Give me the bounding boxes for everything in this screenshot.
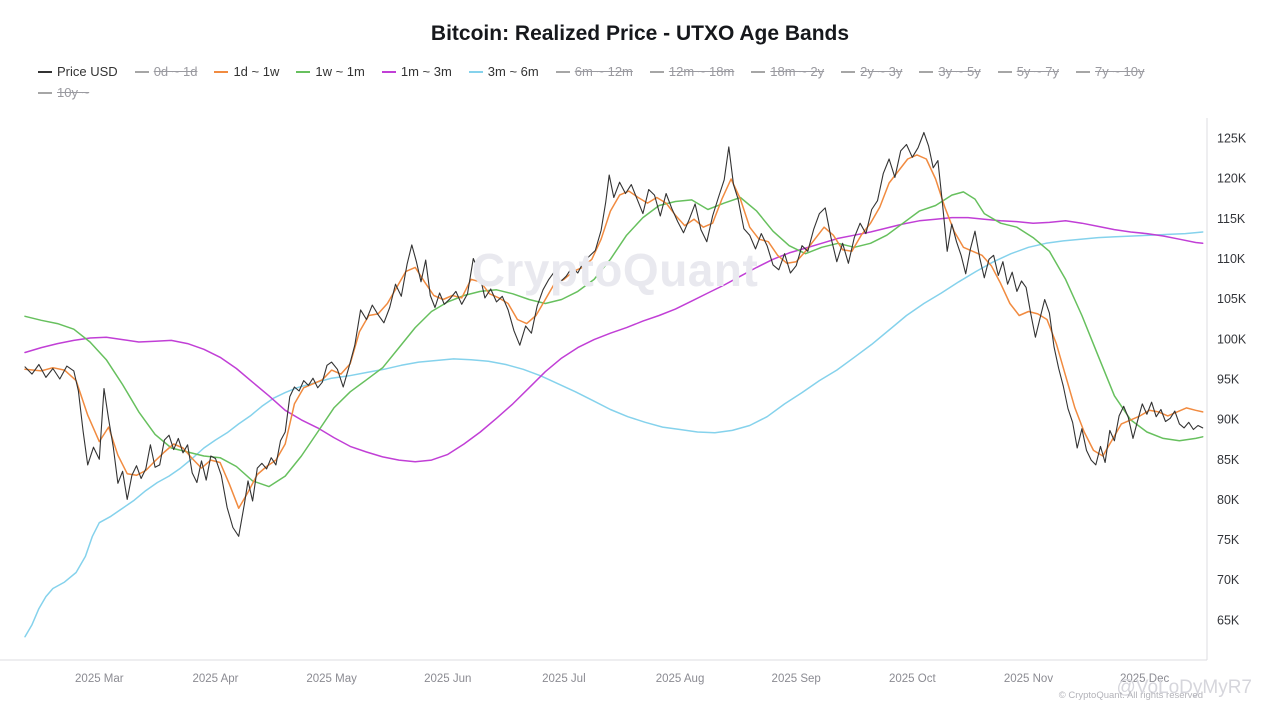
legend-line-swatch <box>38 91 52 94</box>
x-tick-label: 2025 Mar <box>75 673 124 685</box>
legend-item-12m-18m[interactable]: 12m ~ 18m <box>649 61 735 82</box>
chart-title: Bitcoin: Realized Price - UTXO Age Bands <box>430 22 850 45</box>
y-tick-label: 100K <box>1217 332 1247 346</box>
y-tick-label: 85K <box>1217 453 1240 467</box>
legend-item-7y-10y[interactable]: 7y ~ 10y <box>1075 61 1145 82</box>
legend-item-6m-12m[interactable]: 6m ~ 12m <box>555 61 633 82</box>
legend-line-swatch <box>214 70 229 73</box>
legend-item-label: 0d ~ 1d <box>153 64 198 79</box>
y-tick-label: 65K <box>1217 613 1240 627</box>
y-tick-label: 125K <box>1217 132 1247 146</box>
legend-item-3m-6m[interactable]: 3m ~ 6m <box>468 61 539 82</box>
legend-item-3y-5y[interactable]: 3y ~ 5y <box>919 61 981 82</box>
legend: Price USD 0d ~ 1d 1d ~ 1w 1w ~ 1m 1m ~ 3m 3m … <box>38 61 1188 103</box>
legend-line-swatch <box>649 70 664 73</box>
series-line-1w-1m <box>24 191 1204 488</box>
y-tick-label: 115K <box>1217 212 1246 226</box>
x-tick-label: 2025 Nov <box>1004 673 1053 685</box>
legend-item-label: 18m ~ 2y <box>770 64 825 79</box>
x-tick-label: 2025 Dec <box>1120 673 1169 685</box>
series-line-3m-6m <box>24 231 1204 638</box>
legend-item-label: Price USD <box>57 64 118 79</box>
x-tick-label: 2025 Jul <box>542 673 585 685</box>
x-tick-label: 2025 Jun <box>424 673 471 685</box>
x-tick-label: 2025 Oct <box>889 673 936 685</box>
y-tick-label: 105K <box>1217 292 1247 306</box>
legend-line-swatch <box>919 70 934 73</box>
y-tick-label: 80K <box>1217 493 1240 507</box>
legend-line-swatch <box>997 70 1012 73</box>
legend-item-1m-3m[interactable]: 1m ~ 3m <box>381 61 452 82</box>
legend-item-label: 3m ~ 6m <box>487 64 539 79</box>
x-tick-label: 2025 Aug <box>656 673 705 685</box>
legend-item-label: 1d ~ 1w <box>233 64 280 79</box>
legend-line-swatch <box>751 70 766 73</box>
legend-line-swatch <box>381 70 396 73</box>
legend-line-swatch <box>555 70 570 73</box>
legend-item-label: 6m ~ 12m <box>574 64 633 79</box>
legend-line-swatch <box>134 70 149 73</box>
copyright-text: © CryptoQuant. All rights reserved <box>1058 690 1203 701</box>
legend-item-label: 12m ~ 18m <box>668 64 735 79</box>
legend-item-label: 10y ~ <box>57 85 90 100</box>
chart-svg: 65K 70K 75K 80K 85K 90K 95K 100K 105K 110K 115K 120… <box>0 118 1247 685</box>
legend-item-label: 5y ~ 7y <box>1016 64 1059 79</box>
legend-item-1w-1m[interactable]: 1w ~ 1m <box>296 61 365 82</box>
user-watermark-text: @VoLoDyMyR7 <box>1116 677 1252 698</box>
legend-item-price-usd[interactable]: Price USD <box>38 61 118 82</box>
legend-item-label: 3y ~ 5y <box>938 64 981 79</box>
y-tick-label: 75K <box>1217 533 1240 547</box>
legend-line-swatch <box>296 70 311 73</box>
y-tick-label: 95K <box>1217 372 1240 386</box>
legend-item-18m-2y[interactable]: 18m ~ 2y <box>751 61 824 82</box>
chart-area: 65K 70K 75K 80K 85K 90K 95K 100K 105K 110K 115K 120… <box>0 110 1280 710</box>
legend-line-swatch <box>841 70 856 73</box>
x-tick-label: 2025 Apr <box>192 673 238 685</box>
legend-item-0d-1d[interactable]: 0d ~ 1d <box>134 61 198 82</box>
series-line-1m-3m <box>24 216 1204 463</box>
legend-item-10y[interactable]: 10y ~ <box>38 82 89 103</box>
y-tick-label: 110K <box>1217 252 1246 266</box>
legend-item-1d-1w[interactable]: 1d ~ 1w <box>214 61 279 82</box>
legend-item-label: 2y ~ 3y <box>860 64 903 79</box>
legend-item-label: 1w ~ 1m <box>315 64 365 79</box>
legend-item-label: 7y ~ 10y <box>1094 64 1145 79</box>
y-tick-label: 70K <box>1217 573 1240 587</box>
legend-line-swatch <box>468 70 483 73</box>
x-tick-label: 2025 Sep <box>772 673 821 685</box>
series-line-1d-1w <box>24 154 1204 509</box>
legend-line-swatch <box>1075 70 1090 73</box>
x-tick-label: 2025 May <box>306 673 357 685</box>
legend-item-2y-3y[interactable]: 2y ~ 3y <box>841 61 902 82</box>
legend-line-swatch <box>38 70 52 73</box>
series-line-price-usd <box>24 131 1204 537</box>
y-tick-label: 90K <box>1217 413 1240 427</box>
y-tick-label: 120K <box>1217 172 1247 186</box>
legend-item-5y-7y[interactable]: 5y ~ 7y <box>997 61 1059 82</box>
legend-item-label: 1m ~ 3m <box>400 64 452 79</box>
